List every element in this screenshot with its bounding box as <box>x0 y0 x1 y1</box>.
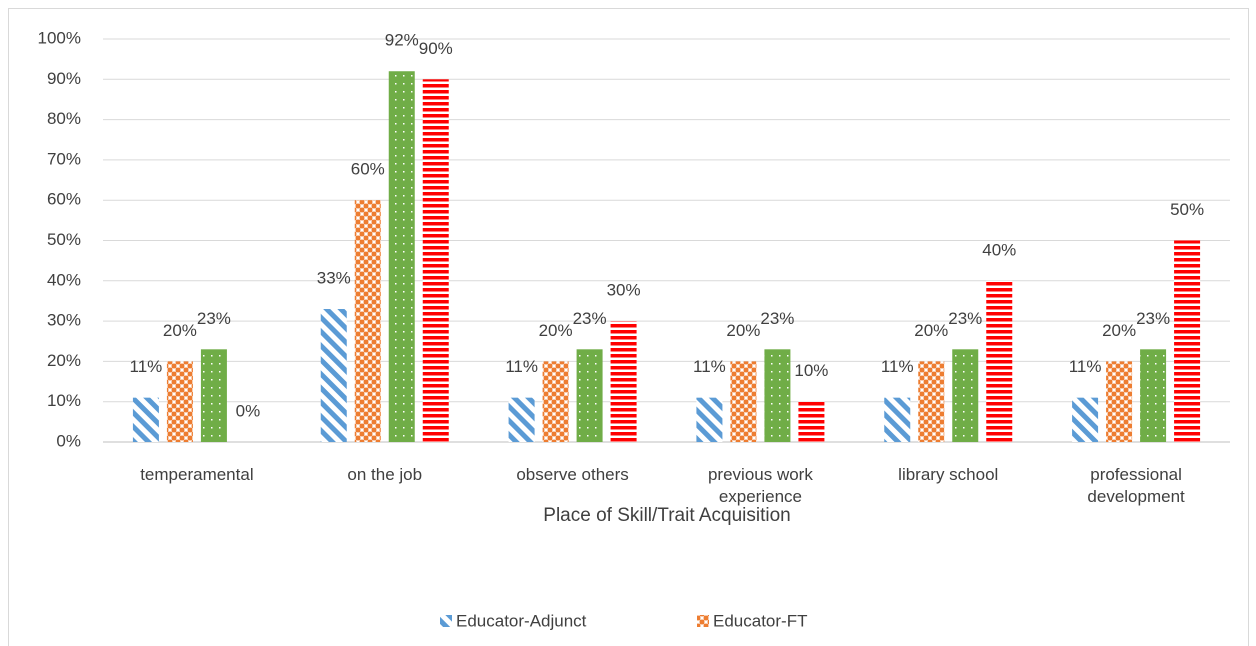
bar <box>388 71 415 443</box>
legend-label: Educator-FT <box>713 611 807 630</box>
y-tick-label: 70% <box>47 149 81 168</box>
data-label: 11% <box>693 357 726 376</box>
data-label: 90% <box>419 39 453 58</box>
legend-label: Educator-Adjunct <box>456 611 587 630</box>
data-label: 60% <box>351 160 385 179</box>
bar <box>1072 397 1099 442</box>
bar <box>764 349 791 442</box>
data-label: 23% <box>573 309 607 328</box>
data-label: 20% <box>539 321 573 340</box>
data-label: 11% <box>505 357 538 376</box>
bar <box>576 349 603 442</box>
x-tick-label: observe others <box>516 465 629 484</box>
data-label: 33% <box>317 268 351 287</box>
bar <box>354 200 381 442</box>
data-label: 20% <box>1102 321 1136 340</box>
bar <box>610 321 637 442</box>
data-label: 11% <box>881 357 914 376</box>
legend-swatch <box>440 615 452 627</box>
y-tick-label: 30% <box>47 311 81 330</box>
bar <box>542 361 569 442</box>
data-label: 11% <box>1069 357 1102 376</box>
data-label: 23% <box>197 309 231 328</box>
y-tick-label: 100% <box>38 28 81 47</box>
bar <box>884 397 911 442</box>
bar <box>952 349 979 442</box>
x-tick-label: professional development <box>1087 465 1185 506</box>
y-tick-label: 20% <box>47 351 81 370</box>
data-label: 23% <box>1136 309 1170 328</box>
bar <box>798 401 825 442</box>
y-tick-label: 50% <box>47 230 81 249</box>
bar <box>986 280 1013 442</box>
bar <box>730 361 757 442</box>
x-tick-label: library school <box>898 465 999 484</box>
legend-swatch <box>697 615 709 627</box>
bar <box>320 309 347 442</box>
bar <box>166 361 193 442</box>
y-tick-label: 40% <box>47 270 81 289</box>
x-tick-label: on the job <box>347 465 423 484</box>
x-tick-label: previous work experience <box>707 465 813 506</box>
x-tick-label: temperamental <box>140 465 254 484</box>
data-label: 30% <box>607 281 641 300</box>
data-label: 20% <box>726 321 760 340</box>
data-label: 23% <box>948 309 982 328</box>
y-tick-label: 0% <box>56 431 81 450</box>
bar <box>918 361 945 442</box>
data-label: 10% <box>794 361 828 380</box>
bar <box>1174 240 1201 442</box>
data-label: 40% <box>982 240 1016 259</box>
data-label: 0% <box>236 401 261 420</box>
bar <box>200 349 227 442</box>
y-tick-label: 60% <box>47 190 81 209</box>
data-label: 20% <box>914 321 948 340</box>
bar <box>1140 349 1167 442</box>
y-tick-label: 10% <box>47 391 81 410</box>
bar <box>508 397 535 442</box>
data-label: 23% <box>760 309 794 328</box>
bar <box>422 79 449 443</box>
bar <box>1106 361 1133 442</box>
data-label: 92% <box>385 31 419 50</box>
data-label: 11% <box>130 357 163 376</box>
y-tick-label: 80% <box>47 109 81 128</box>
bar <box>132 397 159 442</box>
chart-frame <box>8 8 1249 646</box>
x-axis-title: Place of Skill/Trait Acquisition <box>543 505 790 526</box>
data-label: 20% <box>163 321 197 340</box>
y-tick-label: 90% <box>47 69 81 88</box>
bar <box>696 397 723 442</box>
data-label: 50% <box>1170 200 1204 219</box>
